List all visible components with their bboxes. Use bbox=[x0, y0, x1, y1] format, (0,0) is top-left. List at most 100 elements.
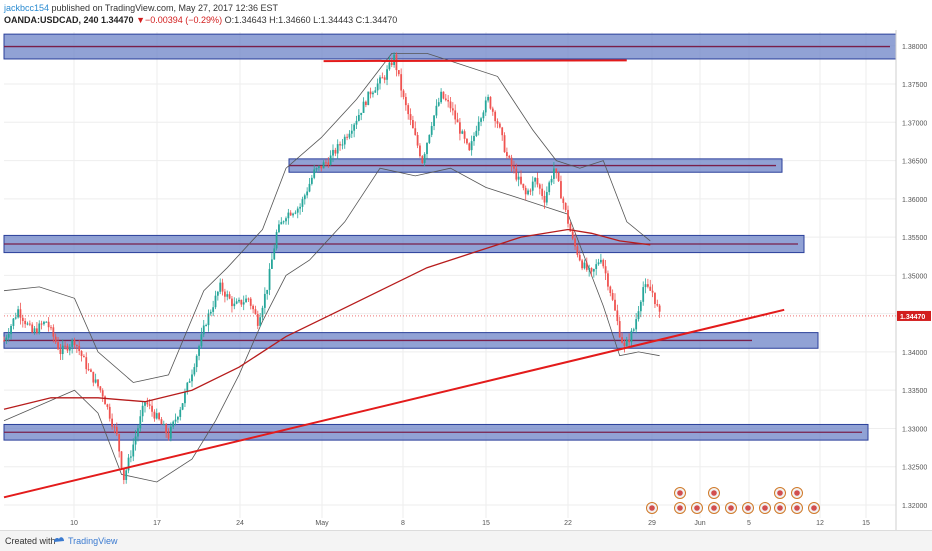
x-tick-label: 17 bbox=[153, 520, 161, 527]
candle-body bbox=[216, 291, 219, 296]
event-flag-icon[interactable] bbox=[759, 502, 771, 514]
candle-body bbox=[343, 136, 346, 145]
candle-body bbox=[181, 403, 184, 410]
candle-body bbox=[233, 303, 236, 307]
candle-body bbox=[654, 292, 656, 305]
candle-body bbox=[360, 112, 363, 115]
price-axis: 1.38000 1.37500 1.37000 1.36500 1.36000 1.355… bbox=[4, 44, 931, 510]
event-flag-dot bbox=[728, 505, 734, 511]
event-flag-icon[interactable] bbox=[791, 487, 803, 499]
candle-body bbox=[120, 451, 123, 469]
event-flag-dot bbox=[711, 505, 717, 511]
event-flag-icon[interactable] bbox=[725, 502, 737, 514]
candle-body bbox=[191, 374, 193, 382]
candle-body bbox=[125, 470, 128, 481]
candle-body bbox=[296, 208, 299, 213]
event-flag-dot bbox=[794, 490, 800, 496]
candle-body bbox=[97, 379, 99, 387]
event-flag-icon[interactable] bbox=[742, 502, 754, 514]
candle-body bbox=[520, 176, 522, 184]
candle-body bbox=[332, 149, 334, 156]
candle-body bbox=[111, 418, 113, 427]
event-flag-dot bbox=[762, 505, 768, 511]
candle-body bbox=[172, 421, 175, 427]
candle-body bbox=[57, 342, 59, 350]
event-flag-icon[interactable] bbox=[646, 502, 658, 514]
candle-body bbox=[12, 318, 15, 326]
last-price-label: 1.34470 bbox=[900, 314, 925, 321]
candle-body bbox=[604, 266, 607, 274]
candle-body bbox=[536, 177, 539, 185]
candle-body bbox=[562, 198, 565, 203]
candle-body bbox=[498, 123, 501, 128]
candle-body bbox=[583, 262, 586, 269]
event-flag-icon[interactable] bbox=[808, 502, 820, 514]
event-flag-icon[interactable] bbox=[691, 502, 703, 514]
event-flag-icon[interactable] bbox=[774, 502, 786, 514]
x-tick-label: 10 bbox=[70, 520, 78, 527]
candle-body bbox=[329, 155, 332, 166]
bollinger-lower bbox=[3, 167, 660, 483]
candle-body bbox=[303, 195, 306, 200]
candle-body bbox=[372, 92, 374, 95]
y-tick-label: 1.35000 bbox=[902, 273, 927, 280]
candle-body bbox=[249, 298, 252, 306]
candle-body bbox=[395, 54, 398, 71]
candle-body bbox=[24, 320, 27, 325]
event-flag-icon[interactable] bbox=[674, 487, 686, 499]
candle-body bbox=[226, 294, 229, 297]
candle-body bbox=[118, 434, 121, 452]
event-flag-icon[interactable] bbox=[774, 487, 786, 499]
candle-body bbox=[3, 340, 5, 342]
event-flag-dot bbox=[677, 505, 683, 511]
candle-body bbox=[581, 260, 583, 269]
candle-body bbox=[442, 91, 445, 99]
author-link[interactable]: jackbcc154 bbox=[4, 3, 50, 13]
candle-body bbox=[447, 100, 450, 102]
candle-body bbox=[38, 323, 41, 333]
candle-body bbox=[522, 183, 525, 188]
candle-body bbox=[144, 402, 146, 406]
candle-body bbox=[616, 310, 619, 322]
candle-body bbox=[379, 77, 381, 84]
x-tick-label: 12 bbox=[816, 520, 824, 527]
candle-body bbox=[17, 309, 19, 318]
event-flag-icon[interactable] bbox=[674, 502, 686, 514]
candle-body bbox=[355, 120, 358, 125]
candle-body bbox=[94, 379, 97, 383]
candle-body bbox=[341, 144, 344, 146]
candle-body bbox=[609, 286, 612, 293]
candle-body bbox=[43, 321, 45, 325]
event-flag-icon[interactable] bbox=[708, 487, 720, 499]
symbol-label: OANDA:USDCAD, 240 bbox=[4, 15, 99, 25]
event-flag-icon[interactable] bbox=[708, 502, 720, 514]
candle-body bbox=[376, 83, 379, 91]
tradingview-link[interactable]: TradingView bbox=[68, 536, 118, 546]
candle-body bbox=[545, 192, 548, 203]
candle-body bbox=[92, 371, 95, 383]
candle-body bbox=[245, 298, 247, 303]
candle-body bbox=[71, 340, 74, 347]
candle-body bbox=[313, 169, 316, 178]
candle-body bbox=[381, 77, 384, 79]
candle-body bbox=[444, 98, 447, 101]
y-tick-label: 1.33000 bbox=[902, 426, 927, 433]
candle-body bbox=[177, 416, 179, 420]
candle-body bbox=[592, 269, 595, 272]
candle-body bbox=[550, 178, 553, 183]
candle-body bbox=[294, 212, 297, 214]
candle-body bbox=[416, 134, 419, 146]
event-flag-dot bbox=[677, 490, 683, 496]
candle-body bbox=[494, 111, 497, 122]
candle-body bbox=[508, 156, 511, 158]
candle-body bbox=[597, 262, 600, 265]
candle-body bbox=[141, 405, 144, 417]
event-flag-dot bbox=[794, 505, 800, 511]
event-flag-icon[interactable] bbox=[791, 502, 803, 514]
candle-body bbox=[209, 311, 212, 314]
x-tick-label: 8 bbox=[401, 520, 405, 527]
candle-body bbox=[21, 317, 24, 321]
candle-body bbox=[402, 90, 405, 97]
candle-body bbox=[322, 162, 325, 169]
